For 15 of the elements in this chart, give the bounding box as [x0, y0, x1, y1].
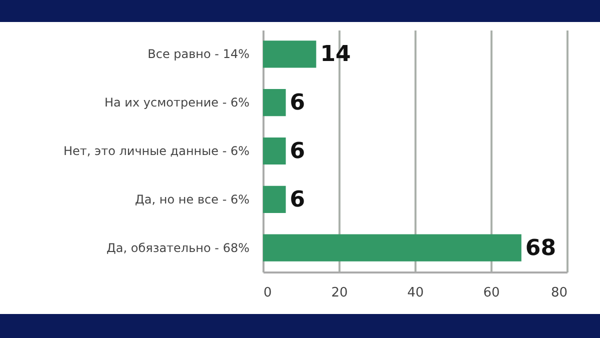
x-tick-label: 80 — [550, 286, 568, 300]
y-tick-label: Все равно - 14% — [148, 47, 250, 62]
x-tick-label: 40 — [407, 286, 424, 300]
data-label: 6 — [290, 90, 306, 116]
data-label: 6 — [290, 187, 306, 212]
y-tick-label: Да, обязательно - 68% — [106, 240, 250, 255]
x-tick-label: 60 — [483, 286, 500, 300]
data-label: 68 — [525, 236, 556, 261]
x-tick-label: 20 — [331, 286, 348, 300]
y-tick-label: Да, но не все - 6% — [135, 192, 250, 206]
data-label: 6 — [290, 139, 306, 164]
y-tick-label: На их усмотрение - 6% — [104, 96, 250, 110]
y-tick-label: Нет, это личные данные - 6% — [63, 144, 250, 158]
x-tick-label: 0 — [264, 286, 272, 300]
data-label: 14 — [320, 42, 351, 68]
